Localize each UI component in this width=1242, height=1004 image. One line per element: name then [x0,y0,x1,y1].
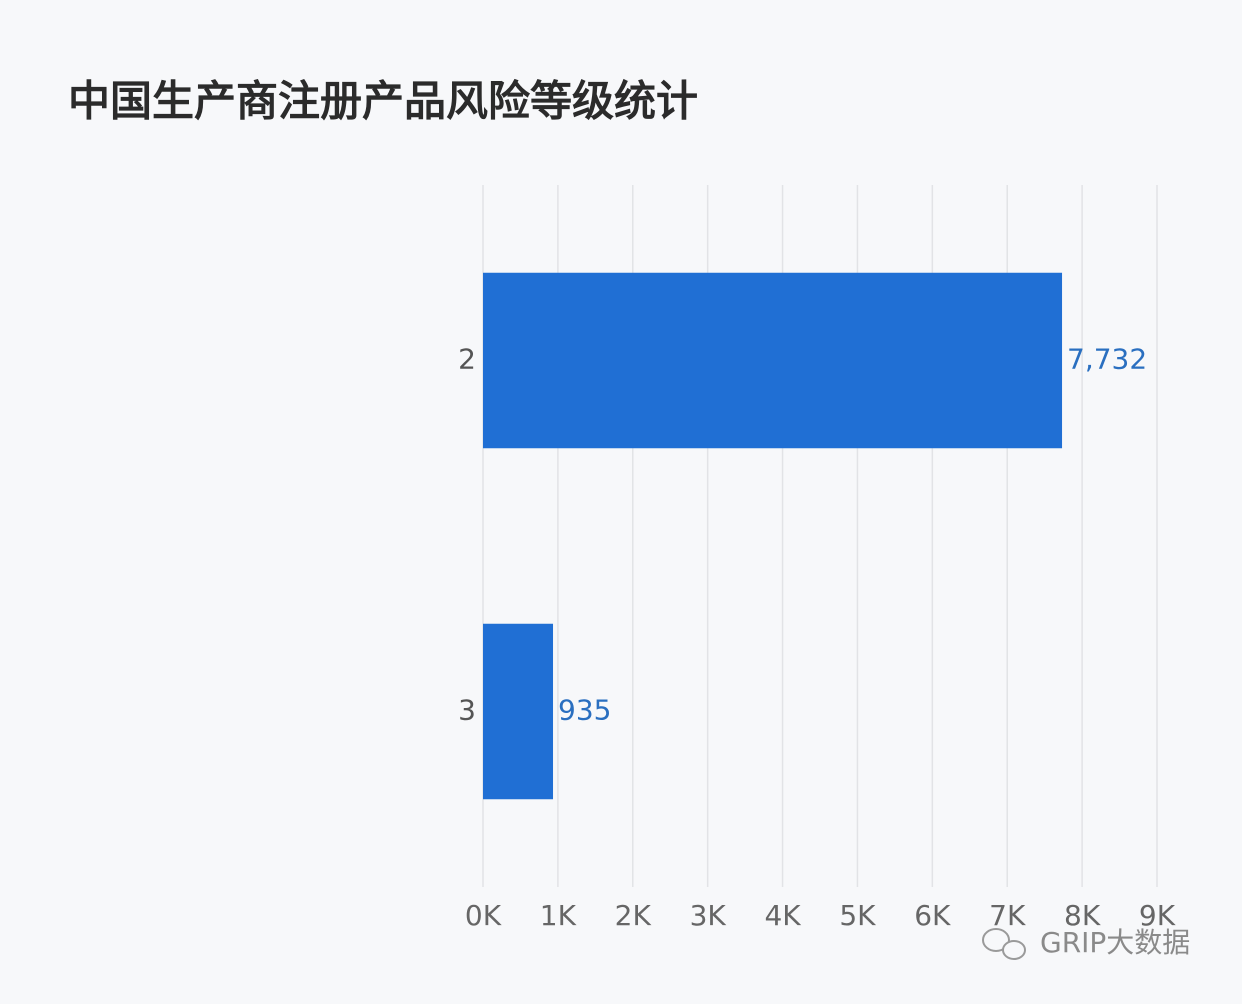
watermark: GRIP大数据 [1040,926,1190,959]
y-tick-label: 3 [458,694,476,727]
y-tick-label: 2 [458,343,476,376]
x-tick-label: 3K [690,899,727,932]
value-label: 7,732 [1067,343,1147,376]
x-tick-label: 9K [1139,899,1176,932]
value-label: 935 [558,694,611,727]
x-tick-label: 0K [465,899,502,932]
bar [483,623,554,800]
watermark-icon [982,928,1026,960]
x-tick-label: 5K [839,899,876,932]
chart-title: 中国生产商注册产品风险等级统计 [68,77,698,126]
x-tick-label: 7K [989,899,1026,932]
x-tick-label: 1K [540,899,577,932]
x-tick-label: 4K [764,899,801,932]
bar [483,272,1063,449]
x-tick-label: 6K [914,899,951,932]
x-tick-label: 8K [1064,899,1101,932]
x-tick-label: 2K [615,899,652,932]
